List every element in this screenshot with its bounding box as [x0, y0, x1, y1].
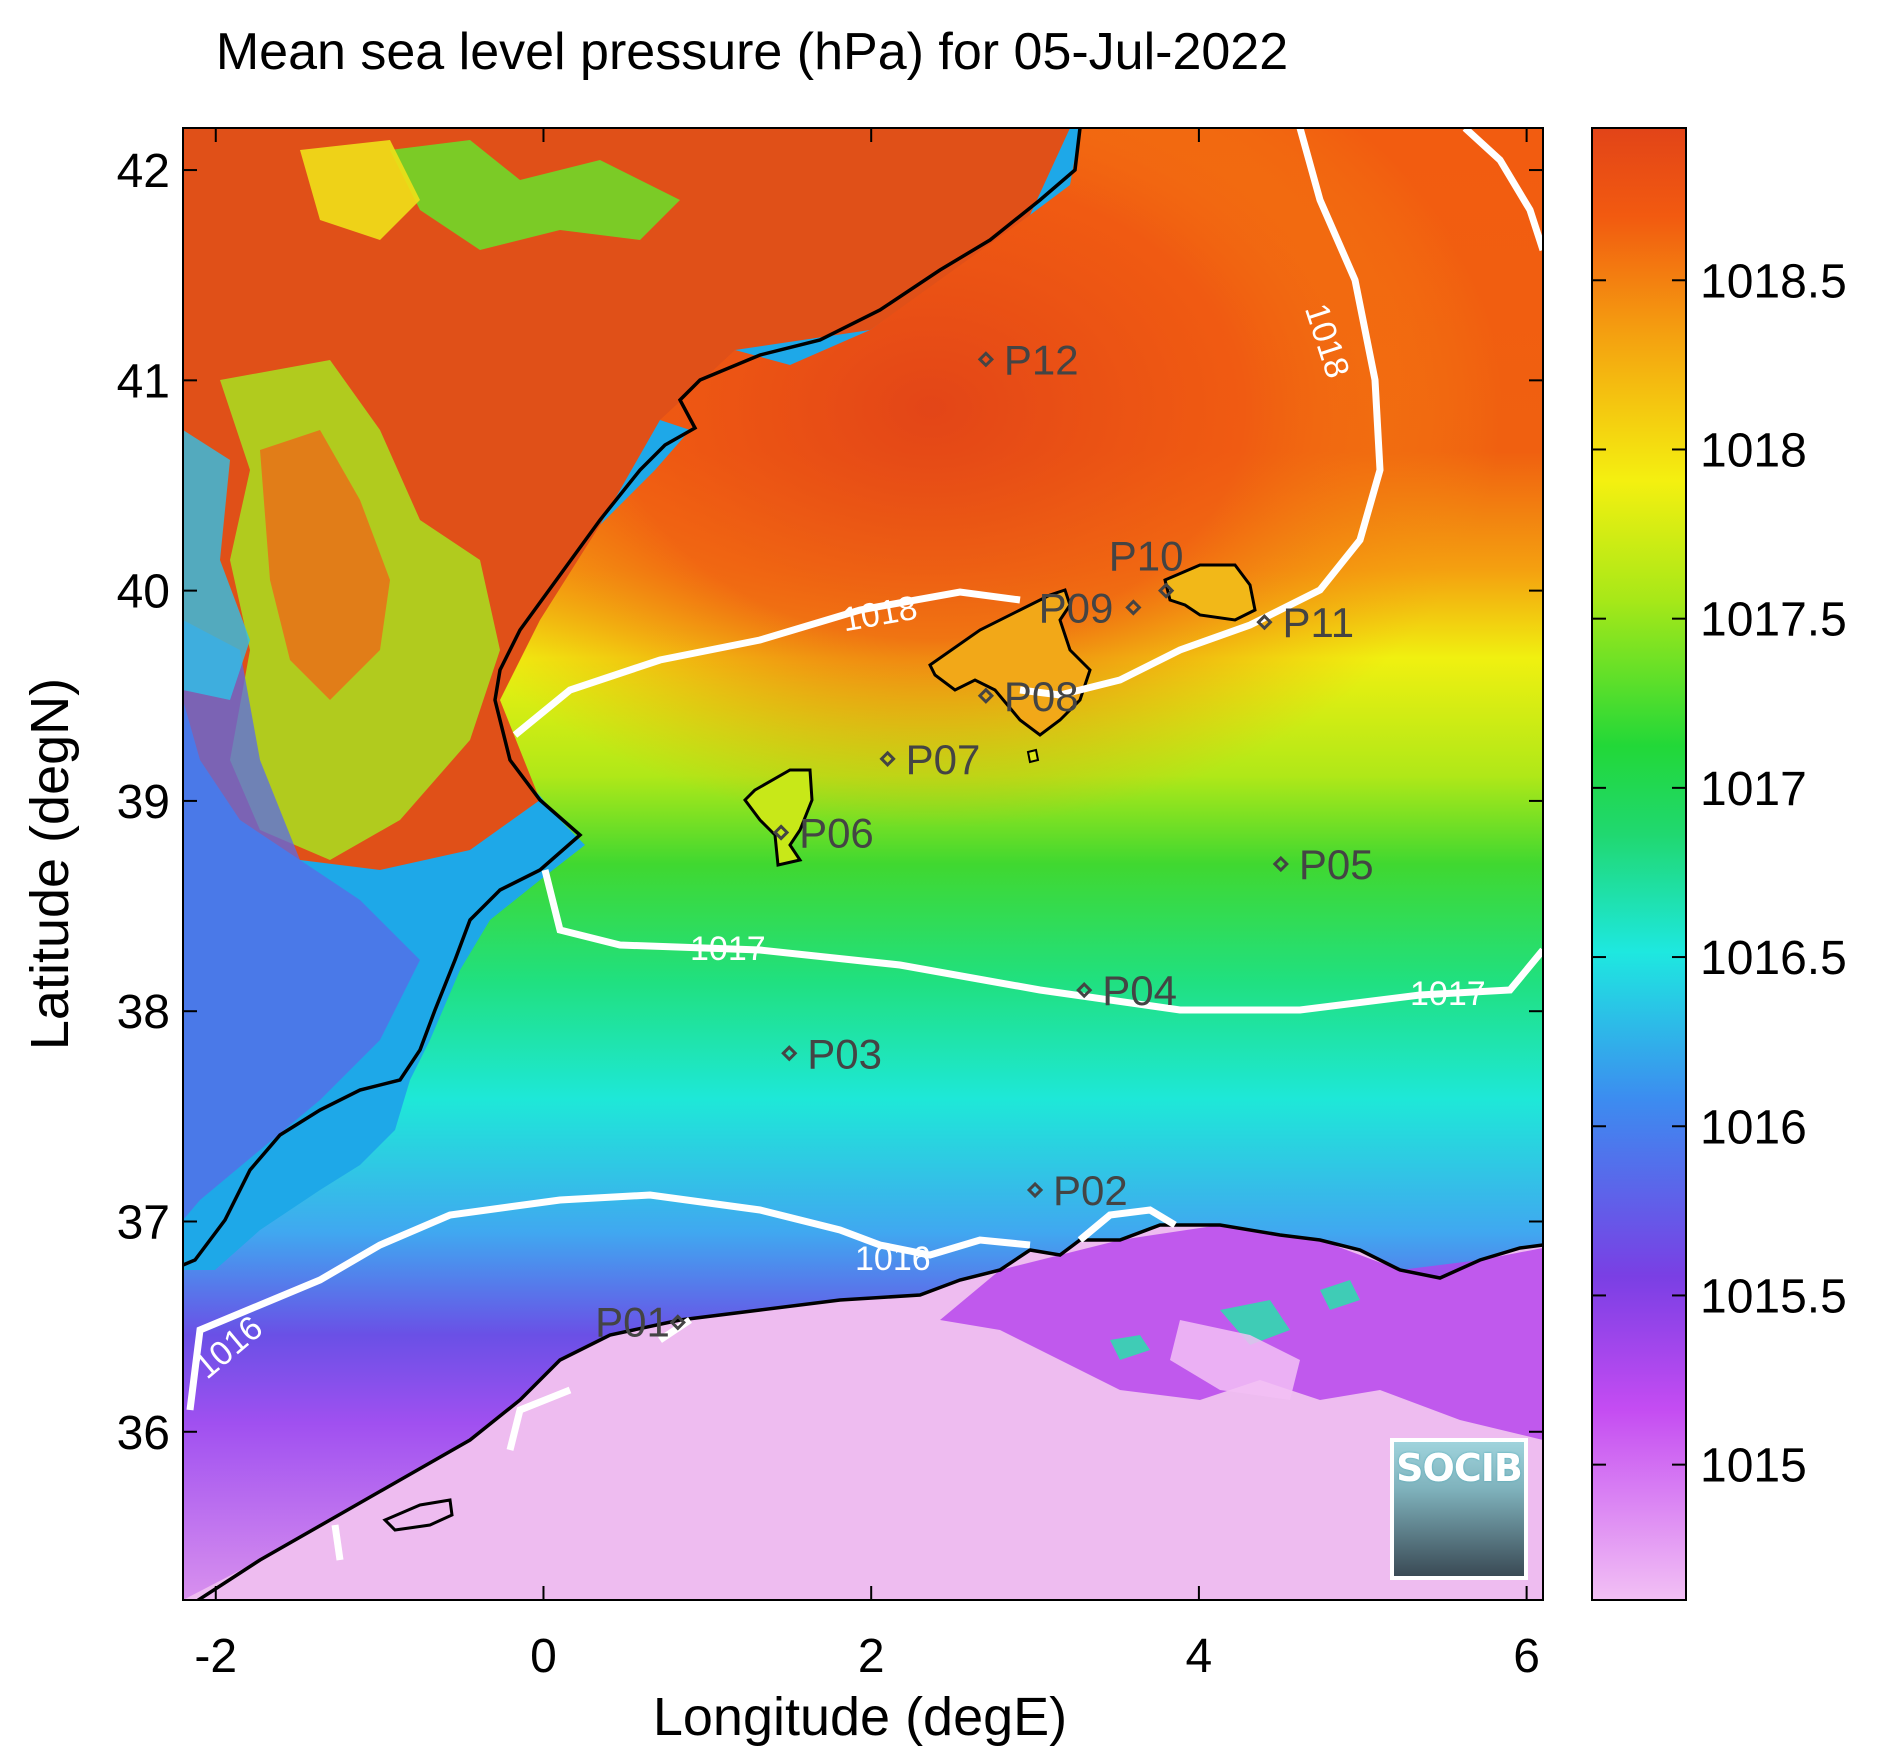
x-axis-ticks: -2 0 2 4 6 — [194, 128, 1540, 1683]
y-axis-ticks: 36 37 38 39 40 41 42 — [117, 145, 1543, 1460]
colorbar-tick-label: 1018 — [1700, 424, 1807, 477]
menorca-island — [1163, 563, 1257, 622]
station-label: P07 — [906, 736, 981, 783]
y-tick-label: 36 — [117, 1407, 170, 1460]
station-label: P10 — [1109, 533, 1184, 580]
contour-1016-loop — [1077, 1206, 1177, 1243]
station-p09: P09 — [1039, 584, 1142, 631]
colorbar — [1591, 127, 1687, 1601]
station-label: P12 — [1004, 336, 1079, 383]
colorbar-tick-label: 1016.5 — [1700, 932, 1847, 985]
cabrera-island — [1026, 748, 1040, 764]
station-marker — [781, 1045, 798, 1062]
station-label: P08 — [1004, 673, 1079, 720]
y-tick-label: 37 — [117, 1196, 170, 1249]
iberia-north-yellow — [300, 140, 420, 240]
station-label: P02 — [1053, 1167, 1128, 1214]
y-axis-label: Latitude (degN) — [20, 678, 80, 1050]
y-tick-label: 39 — [117, 776, 170, 829]
colorbar-tick-label: 1016 — [1700, 1101, 1807, 1154]
x-tick-label: 6 — [1513, 1630, 1540, 1683]
colorbar-ticks: 1015 1015.5 1016 1016.5 1017 1017.5 1018 1018.5 — [1592, 255, 1847, 1493]
station-marker — [772, 824, 790, 841]
station-p07: P07 — [879, 736, 981, 783]
colorbar-tick-label: 1015 — [1700, 1440, 1807, 1493]
station-label: P05 — [1299, 841, 1374, 888]
station-p01: P01 — [595, 1298, 686, 1345]
station-label: P01 — [595, 1298, 670, 1345]
contour-label-1017-b: 1017 — [1410, 975, 1486, 1013]
x-tick-label: -2 — [194, 1630, 237, 1683]
alboran-island — [382, 1498, 454, 1532]
station-p08: P08 — [977, 673, 1079, 720]
station-p03: P03 — [781, 1030, 882, 1077]
mallorca-island — [928, 588, 1092, 737]
station-label: P09 — [1039, 584, 1114, 631]
station-p06: P06 — [772, 809, 874, 856]
y-tick-label: 42 — [117, 145, 170, 198]
iberia-north-green — [390, 140, 680, 250]
station-label: P06 — [799, 809, 874, 856]
colorbar-tick-label: 1017.5 — [1700, 594, 1847, 647]
station-marker — [1125, 599, 1142, 616]
contour-1018-ne — [1462, 128, 1543, 252]
station-p10: P10 — [1109, 533, 1184, 599]
y-tick-label: 38 — [117, 986, 170, 1039]
station-marker — [879, 750, 896, 767]
station-marker — [977, 687, 995, 704]
station-p04: P04 — [1076, 967, 1177, 1014]
station-p05: P05 — [1272, 841, 1374, 888]
ibiza-island — [743, 768, 814, 867]
colorbar-tick-label: 1017 — [1700, 763, 1807, 816]
contour-1017 — [541, 869, 1543, 1014]
north-africa-coastline — [195, 1223, 1543, 1600]
socib-logo: SOCIB — [1390, 1438, 1528, 1580]
station-p11: P11 — [1256, 599, 1354, 646]
plot-frame — [182, 127, 1544, 1601]
north-africa-pink-patch — [1170, 1320, 1300, 1400]
iberia-south-blue — [183, 620, 420, 1220]
x-axis-label: Longitude (degE) — [653, 1687, 1067, 1747]
map-field: 1018 1018 1017 1017 1016 1016 P01P02P03P… — [183, 128, 1543, 1600]
station-p02: P02 — [1026, 1167, 1128, 1214]
x-tick-label: 2 — [858, 1630, 885, 1683]
station-marker — [1076, 982, 1093, 999]
contour-1018-north — [1019, 128, 1384, 699]
logo-text: SOCIB — [1396, 1446, 1523, 1490]
contour-label-1017-a: 1017 — [690, 930, 766, 968]
contour-1016-sw — [331, 1524, 344, 1561]
iberia-coastline — [183, 128, 1082, 1267]
x-tick-label: 0 — [530, 1630, 557, 1683]
station-label: P03 — [807, 1030, 882, 1077]
station-marker — [1158, 582, 1175, 599]
contour-1016 — [186, 1191, 1031, 1411]
colorbar-tick-label: 1018.5 — [1700, 255, 1847, 308]
station-marker — [669, 1314, 686, 1331]
colorbar-tick-label: 1015.5 — [1700, 1270, 1847, 1323]
station-marker — [977, 351, 995, 368]
station-p12: P12 — [977, 336, 1079, 383]
iberia-south-cyan — [183, 430, 250, 700]
station-label: P11 — [1282, 599, 1354, 646]
x-tick-label: 4 — [1186, 1630, 1213, 1683]
chart-title: Mean sea level pressure (hPa) for 05-Jul… — [215, 23, 1289, 81]
contour-1018-west — [512, 588, 1021, 738]
y-tick-label: 40 — [117, 566, 170, 619]
contour-1016-sw2 — [506, 1386, 572, 1451]
station-label: P04 — [1102, 967, 1177, 1014]
contour-label-1016-a: 1016 — [855, 1240, 931, 1278]
station-marker — [1026, 1181, 1044, 1199]
iberia-plateau-orange — [260, 430, 390, 700]
station-marker — [1272, 855, 1289, 873]
station-marker — [1256, 614, 1273, 631]
north-africa-spots — [1110, 1280, 1360, 1360]
y-tick-label: 41 — [117, 355, 170, 408]
